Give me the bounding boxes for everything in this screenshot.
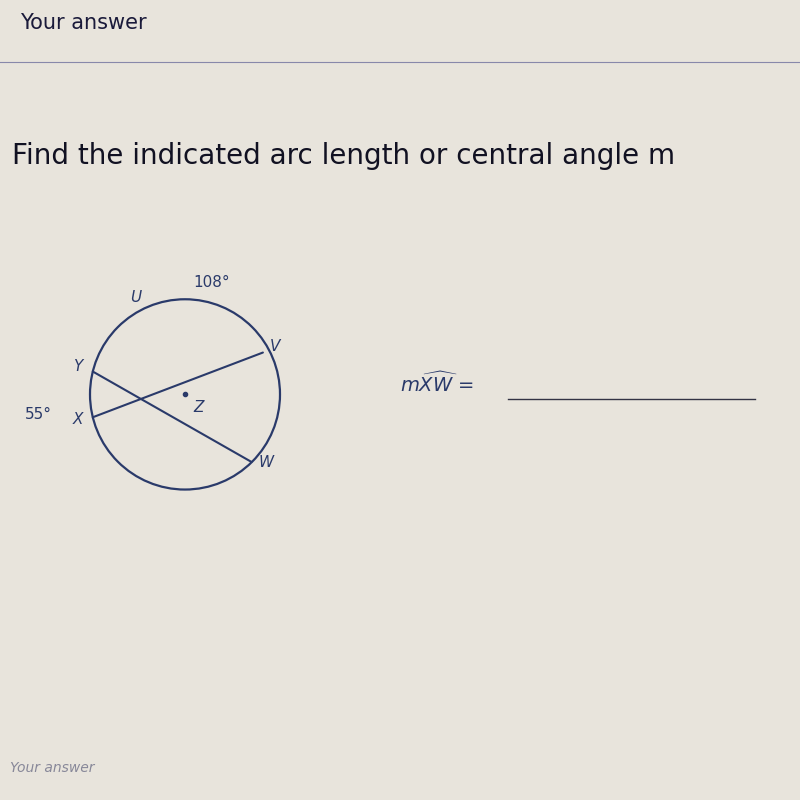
Text: 108°: 108° <box>193 275 230 290</box>
Text: Find the indicated arc length or central angle m: Find the indicated arc length or central… <box>12 142 675 170</box>
Text: Z: Z <box>193 401 203 415</box>
Text: Your answer: Your answer <box>10 761 94 775</box>
Text: 55°: 55° <box>25 407 52 422</box>
Text: W: W <box>258 455 274 470</box>
Text: $m\widehat{XW}$ =: $m\widehat{XW}$ = <box>400 372 474 397</box>
Text: Your answer: Your answer <box>20 13 146 33</box>
Text: V: V <box>270 338 280 354</box>
Text: Y: Y <box>74 358 83 374</box>
Text: U: U <box>130 290 142 305</box>
Text: X: X <box>72 412 83 427</box>
